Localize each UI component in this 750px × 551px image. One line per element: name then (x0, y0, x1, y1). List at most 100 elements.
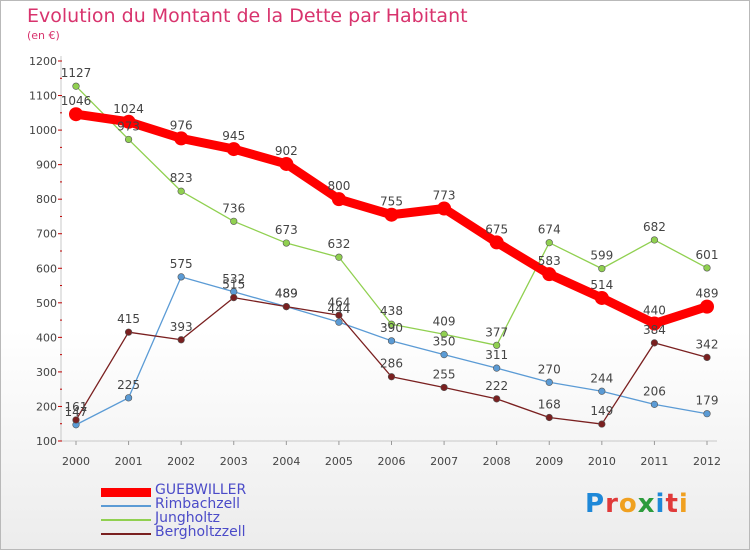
data-point (121, 114, 136, 129)
data-label: 409 (433, 314, 456, 328)
legend-label: Jungholtz (155, 510, 220, 526)
data-point (335, 311, 343, 319)
data-label: 601 (696, 248, 719, 262)
data-label: 393 (170, 320, 193, 334)
data-label: 515 (222, 278, 245, 292)
x-tick-label: 2006 (378, 455, 406, 468)
data-label: 1024 (113, 102, 144, 116)
data-label: 464 (327, 295, 350, 309)
legend-swatch (101, 487, 151, 497)
data-label: 342 (696, 337, 719, 351)
y-tick-label: 200 (36, 400, 57, 413)
y-tick-label: 800 (36, 193, 57, 206)
y-tick-label: 1200 (29, 55, 57, 68)
data-label: 444 (327, 302, 350, 316)
data-point (335, 253, 343, 261)
data-label: 225 (117, 378, 140, 392)
y-tick-label: 1000 (29, 124, 57, 137)
data-label: 489 (696, 287, 719, 301)
x-tick-label: 2011 (640, 455, 668, 468)
data-label: 161 (65, 400, 88, 414)
x-tick-label: 2002 (167, 455, 195, 468)
data-point (650, 400, 659, 408)
data-label: 823 (170, 171, 193, 185)
data-label: 311 (485, 348, 508, 362)
brand-letter: t (665, 489, 679, 519)
y-tick-label: 100 (36, 435, 57, 448)
data-point (545, 239, 553, 247)
brand-letter: r (605, 489, 619, 519)
data-point (493, 395, 501, 403)
data-label: 902 (275, 144, 298, 158)
data-label: 147 (65, 405, 88, 419)
data-label: 945 (222, 129, 245, 143)
data-label: 575 (170, 257, 193, 271)
data-point (177, 187, 185, 195)
data-label: 222 (485, 379, 508, 393)
y-tick-label: 900 (36, 159, 57, 172)
data-point (174, 131, 189, 146)
data-point (545, 378, 553, 386)
data-label: 384 (643, 323, 666, 337)
legend-swatch (101, 519, 151, 521)
data-label: 489 (275, 287, 298, 301)
brand-letter: i (678, 489, 689, 519)
data-label: 390 (380, 321, 403, 335)
data-point (598, 420, 606, 428)
data-point (647, 316, 662, 331)
x-tick-label: 2007 (430, 455, 458, 468)
x-tick-label: 2005 (325, 455, 353, 468)
data-point (124, 328, 133, 336)
data-label: 286 (380, 357, 403, 371)
data-point (700, 299, 714, 314)
data-label: 489 (275, 287, 298, 301)
x-tick-label: 2000 (62, 455, 90, 468)
data-label: 377 (485, 325, 508, 339)
brand-letter: P (585, 489, 606, 519)
x-tick-label: 2010 (588, 455, 616, 468)
data-label: 244 (590, 371, 613, 385)
data-label: 976 (170, 118, 193, 132)
data-label: 673 (275, 223, 298, 237)
data-point (493, 341, 501, 349)
data-point (331, 192, 346, 207)
data-label: 206 (643, 384, 666, 398)
data-point (493, 364, 501, 372)
data-label: 179 (696, 394, 719, 408)
data-point (598, 265, 606, 273)
data-label: 149 (590, 404, 613, 418)
legend-swatch (101, 505, 151, 507)
data-point (230, 294, 238, 302)
data-label: 632 (327, 237, 350, 251)
data-point (72, 82, 80, 90)
y-tick-label: 500 (36, 297, 57, 310)
brand-letter: i (655, 489, 666, 519)
data-point (230, 217, 238, 225)
data-label: 755 (380, 195, 403, 209)
x-tick-label: 2001 (115, 455, 143, 468)
data-label: 168 (538, 398, 561, 412)
x-tick-label: 2012 (693, 455, 721, 468)
y-tick-label: 1100 (29, 90, 57, 103)
x-tick-label: 2008 (483, 455, 511, 468)
data-point (387, 373, 396, 381)
data-point (124, 394, 133, 402)
data-label: 1127 (61, 66, 92, 80)
data-point (335, 318, 343, 326)
legend-label: GUEBWILLER (155, 482, 247, 498)
brand-letter: x (637, 489, 656, 519)
data-label: 438 (380, 304, 403, 318)
data-point (177, 336, 185, 344)
data-label: 599 (590, 249, 613, 263)
data-label: 675 (485, 222, 508, 236)
y-tick-label: 400 (36, 331, 57, 344)
data-point (440, 351, 448, 359)
data-point (387, 320, 396, 328)
data-label: 674 (538, 223, 561, 237)
data-point (72, 416, 80, 424)
data-label: 1046 (61, 94, 92, 108)
data-point (542, 267, 557, 282)
data-point (124, 135, 133, 144)
data-point (387, 337, 396, 345)
